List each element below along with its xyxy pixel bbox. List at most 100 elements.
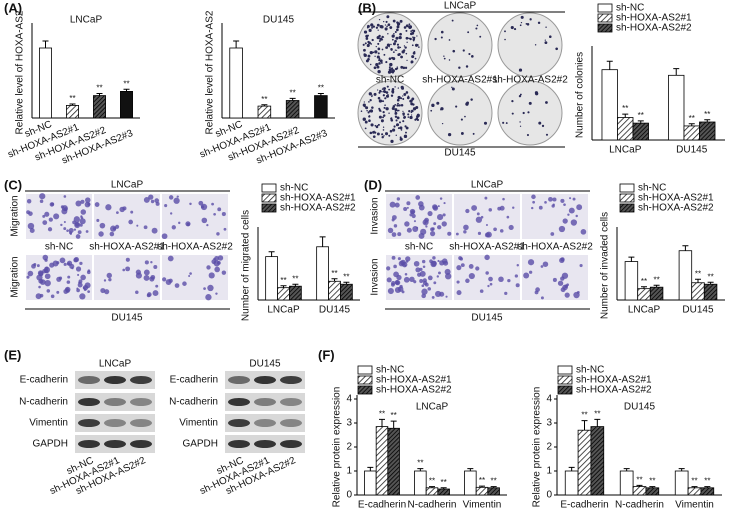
cell: [395, 280, 401, 286]
significance: **: [638, 111, 644, 120]
cell: [419, 270, 426, 277]
cell: [135, 272, 142, 279]
colony: [393, 42, 396, 46]
cell: [215, 292, 218, 295]
colony: [383, 20, 385, 23]
colony: [395, 109, 398, 112]
cell: [94, 202, 100, 207]
colony: [505, 122, 508, 124]
colony: [410, 102, 414, 106]
cell: [59, 257, 66, 264]
cell: [73, 228, 77, 231]
band: [280, 376, 302, 384]
cell: [46, 289, 51, 293]
cell: [67, 275, 71, 279]
band: [130, 440, 152, 448]
error-bar: [704, 119, 711, 122]
significance: **: [290, 89, 296, 98]
colony: [414, 118, 417, 121]
significance: **: [649, 477, 655, 486]
cell: [85, 197, 91, 203]
colony: [460, 118, 463, 121]
cell: [403, 207, 408, 212]
cell: [468, 264, 474, 269]
cell: [523, 272, 530, 279]
colony: [504, 38, 506, 41]
cell: [515, 283, 520, 288]
colony: [380, 119, 384, 123]
cell: [122, 268, 126, 272]
x-tick-label: Vimentin: [675, 500, 714, 511]
cell: [84, 201, 91, 208]
cell: [144, 260, 149, 265]
colony: [549, 35, 552, 38]
colony: [410, 30, 413, 33]
y-axis-label: Relative protein expression: [532, 387, 543, 508]
cell: [206, 265, 211, 270]
significance: **: [280, 276, 286, 285]
cell: [188, 274, 191, 278]
error-bar: [331, 278, 338, 282]
cell: [27, 222, 35, 230]
colony: [398, 52, 401, 56]
significance: **: [96, 84, 102, 93]
colony: [382, 36, 385, 38]
cell: [542, 261, 549, 267]
cell: [162, 277, 167, 282]
colony: [448, 59, 451, 61]
colony: [405, 131, 407, 134]
cell: [430, 260, 437, 268]
colony: [412, 39, 415, 42]
colony: [393, 125, 396, 128]
significance: **: [292, 274, 298, 283]
cell: [151, 227, 158, 234]
significance: **: [695, 269, 701, 278]
error-bar: [678, 468, 685, 471]
cell: [125, 257, 130, 262]
cell: [26, 275, 30, 279]
cell: [50, 202, 55, 206]
cell: [387, 287, 394, 295]
colony: [371, 38, 374, 42]
cell: [106, 272, 112, 279]
colony: [399, 46, 402, 49]
cell: [415, 267, 421, 273]
colony: [384, 97, 387, 100]
cell: [79, 261, 83, 266]
y-tick-label: 0: [346, 490, 352, 501]
cell: [476, 212, 480, 216]
colony: [398, 104, 401, 107]
colony: [470, 98, 473, 101]
row-label: Vimentin: [29, 418, 68, 429]
colony: [394, 39, 397, 43]
colony: [386, 25, 388, 28]
colony: [370, 123, 374, 127]
colony: [400, 55, 403, 59]
colony: [377, 69, 381, 74]
cell: [211, 202, 214, 206]
cell: [174, 283, 180, 288]
colony: [403, 45, 406, 47]
colony: [401, 50, 405, 54]
cell: [48, 217, 53, 222]
error-bar: [96, 93, 103, 96]
colony: [504, 30, 506, 33]
cell: [573, 291, 580, 299]
cell: [391, 218, 395, 222]
colony: [403, 134, 408, 139]
cell: [475, 266, 480, 271]
cell: [504, 291, 508, 296]
colony: [387, 93, 389, 96]
error-bar: [581, 420, 588, 431]
cell: [50, 294, 55, 299]
error-bar: [649, 486, 656, 488]
colony: [408, 109, 411, 113]
cell: [544, 201, 547, 204]
bar: [590, 426, 605, 496]
image-label: LNCaP: [471, 180, 504, 191]
cell: [66, 229, 69, 232]
colony: [416, 113, 420, 118]
cell: [164, 204, 168, 208]
colony: [383, 106, 386, 109]
